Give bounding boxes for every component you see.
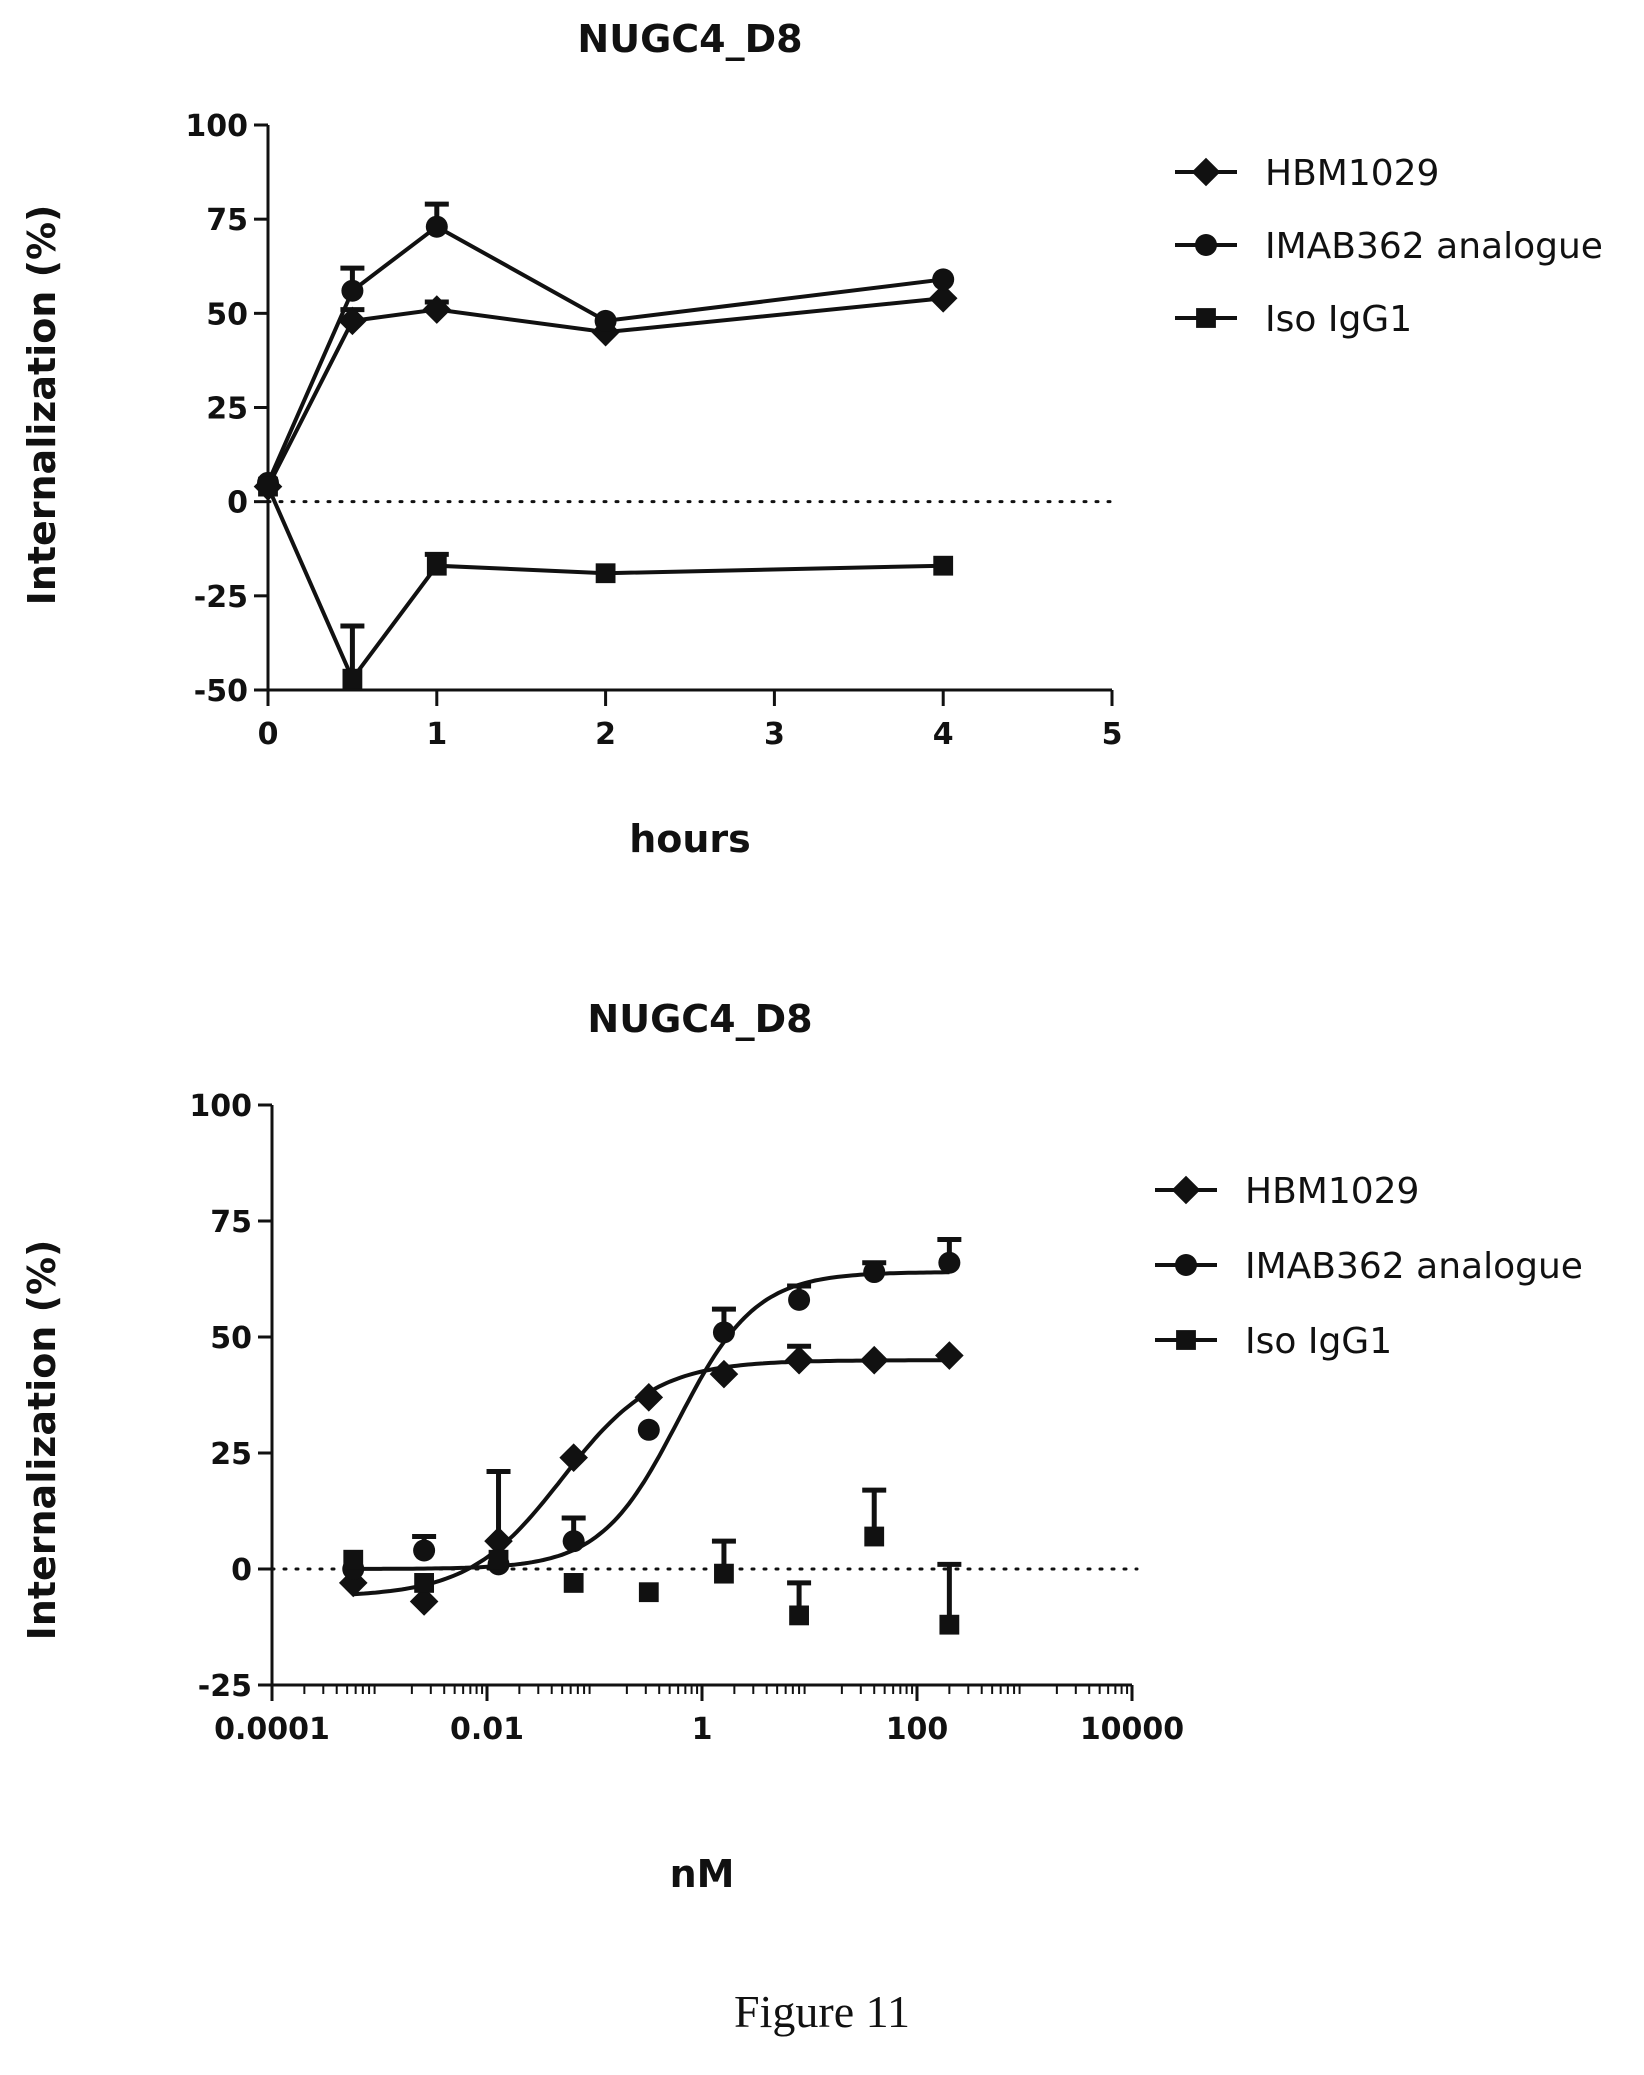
data-point — [637, 1418, 660, 1441]
series-imab362-analogue — [342, 1237, 962, 1580]
x-tick-label: 0.01 — [450, 1712, 524, 1747]
data-point — [342, 668, 363, 689]
legend-label: IMAB362 analogue — [1265, 226, 1603, 267]
x-tick-label: 3 — [764, 717, 785, 752]
legend-item: Iso IgG1 — [1155, 1321, 1392, 1362]
series-line — [266, 224, 944, 484]
x-tick-label: 100 — [886, 1712, 949, 1747]
x-tick-label: 2 — [595, 717, 616, 752]
plot-area: -50 -25 0 25 50 75 100 0 1 2 3 4 5 — [185, 109, 1122, 752]
data-point — [709, 1359, 739, 1389]
data-point — [488, 1549, 509, 1570]
y-tick-label: 25 — [206, 392, 248, 427]
data-point — [409, 1587, 439, 1616]
data-point — [939, 1614, 960, 1635]
legend-marker — [1191, 157, 1221, 187]
x-axis-label: nM — [670, 1852, 735, 1896]
data-point — [638, 1582, 659, 1603]
y-tick-label: 25 — [210, 1437, 252, 1472]
data-point — [594, 309, 617, 332]
x-tick-label: 4 — [933, 717, 954, 752]
legend-item: HBM1029 — [1155, 1171, 1419, 1212]
legend-label: HBM1029 — [1265, 153, 1439, 194]
data-point — [422, 295, 452, 324]
data-point — [562, 1530, 585, 1553]
legend-label: IMAB362 analogue — [1245, 1246, 1583, 1287]
data-point — [634, 1383, 664, 1412]
data-point — [343, 1549, 364, 1570]
data-point — [789, 1605, 809, 1626]
data-point — [864, 1526, 885, 1547]
legend-item: HBM1029 — [1175, 153, 1439, 194]
series-iso-igg1 — [343, 1487, 962, 1635]
data-point — [712, 1321, 735, 1344]
y-axis-label: Internalization (%) — [20, 1240, 64, 1641]
legend-label: HBM1029 — [1245, 1171, 1419, 1212]
data-point — [595, 563, 616, 584]
legend-label: Iso IgG1 — [1245, 1321, 1392, 1362]
legend-marker — [1176, 1330, 1196, 1350]
data-point — [341, 279, 364, 302]
legend-marker — [1195, 234, 1217, 256]
y-tick-label: -25 — [194, 580, 248, 615]
y-tick-label: -50 — [194, 674, 248, 709]
legend: HBM1029 IMAB362 analogue Iso IgG1 — [1175, 153, 1603, 340]
legend-item: IMAB362 analogue — [1175, 226, 1603, 267]
chart-title: NUGC4_D8 — [587, 997, 812, 1041]
figure-caption: Figure 11 — [734, 1986, 910, 2037]
x-tick-label: 1 — [426, 717, 447, 752]
data-point — [414, 1573, 435, 1593]
x-axis-label: hours — [629, 817, 751, 861]
fit-curve — [353, 1270, 950, 1571]
chart-title: NUGC4_D8 — [577, 17, 802, 61]
data-point — [863, 1261, 886, 1284]
data-point — [425, 215, 448, 238]
data-point — [938, 1251, 961, 1274]
data-point — [484, 1526, 513, 1556]
legend-label: Iso IgG1 — [1265, 299, 1412, 340]
y-tick-label: 0 — [227, 486, 248, 521]
data-point — [935, 1341, 964, 1370]
y-tick-label: 50 — [206, 297, 248, 332]
y-tick-label: 75 — [206, 203, 248, 238]
data-point — [413, 1539, 436, 1562]
series-iso-igg1 — [258, 476, 954, 689]
internalization-time-chart: NUGC4_D8 Internalization (%) hours -50 -2… — [20, 17, 1603, 861]
legend-marker — [1171, 1175, 1201, 1205]
y-tick-label: -25 — [198, 1669, 252, 1704]
data-point — [258, 476, 278, 497]
data-point — [559, 1443, 588, 1472]
data-point — [714, 1563, 734, 1584]
legend-item: Iso IgG1 — [1175, 299, 1412, 340]
x-tick-label: 0 — [258, 717, 279, 752]
y-tick-label: 100 — [185, 109, 248, 144]
plot-area: -25 0 25 50 75 100 0.0001 0.01 1 100 10000 — [189, 1089, 1184, 1747]
data-point — [338, 306, 367, 336]
legend-marker — [1175, 1254, 1197, 1276]
legend-item: IMAB362 analogue — [1155, 1246, 1583, 1287]
data-point — [928, 283, 958, 313]
y-tick-label: 50 — [210, 1321, 252, 1356]
x-tick-label: 0.0001 — [214, 1712, 330, 1747]
data-point — [932, 268, 955, 291]
internalization-dose-chart: NUGC4_D8 Internalization (%) nM -25 0 25 50… — [20, 997, 1583, 1896]
y-axis-label: Internalization (%) — [20, 205, 64, 606]
series-imab362-analogue — [257, 201, 955, 494]
y-tick-label: 75 — [210, 1205, 252, 1240]
y-tick-label: 100 — [189, 1089, 252, 1124]
x-tick-label: 5 — [1102, 717, 1123, 752]
x-tick-label: 10000 — [1080, 1712, 1184, 1747]
legend: HBM1029 IMAB362 analogue Iso IgG1 — [1155, 1171, 1583, 1362]
legend-marker — [1196, 308, 1216, 328]
x-tick-label: 1 — [692, 1712, 713, 1747]
data-point — [563, 1573, 584, 1593]
data-point — [426, 555, 447, 576]
data-point — [933, 555, 954, 576]
data-point — [859, 1345, 889, 1375]
data-point — [784, 1345, 814, 1375]
y-tick-label: 0 — [231, 1553, 252, 1588]
data-point — [788, 1288, 811, 1311]
